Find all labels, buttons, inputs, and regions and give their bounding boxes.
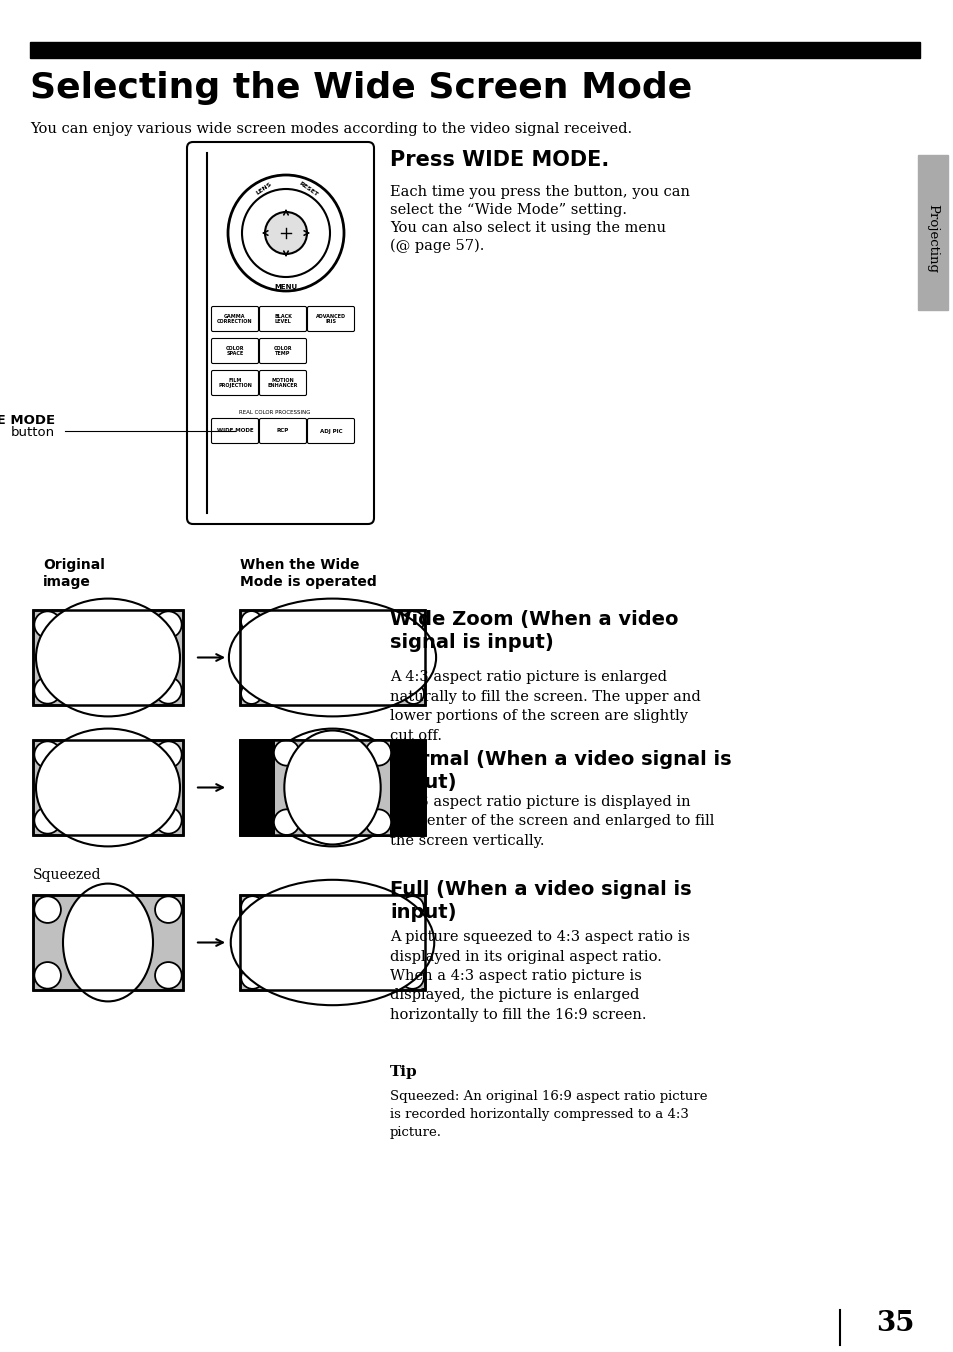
Ellipse shape (262, 729, 402, 846)
Ellipse shape (155, 963, 181, 988)
Ellipse shape (34, 896, 61, 923)
Bar (240, 610, 424, 704)
Text: Full (When a video signal is
input): Full (When a video signal is input) (390, 880, 691, 922)
Ellipse shape (36, 599, 180, 717)
Ellipse shape (34, 963, 61, 988)
Circle shape (241, 611, 262, 631)
Circle shape (274, 740, 299, 765)
Bar (240, 895, 424, 990)
Text: You can enjoy various wide screen modes according to the video signal received.: You can enjoy various wide screen modes … (30, 122, 632, 137)
Text: ADVANCED
IRIS: ADVANCED IRIS (315, 314, 346, 324)
Circle shape (34, 807, 61, 834)
Text: Squeezed: Squeezed (33, 868, 101, 882)
Circle shape (155, 807, 181, 834)
FancyBboxPatch shape (212, 338, 258, 364)
Circle shape (402, 611, 423, 631)
Bar (240, 740, 424, 836)
FancyBboxPatch shape (212, 370, 258, 396)
Circle shape (241, 967, 264, 988)
FancyBboxPatch shape (259, 338, 306, 364)
Text: (@ page 57).: (@ page 57). (390, 239, 484, 253)
Circle shape (400, 896, 423, 919)
FancyBboxPatch shape (259, 307, 306, 331)
Circle shape (155, 677, 181, 703)
Circle shape (365, 740, 391, 765)
Text: BLACK
LEVEL: BLACK LEVEL (274, 314, 292, 324)
Text: Wide Zoom (When a video
signal is input): Wide Zoom (When a video signal is input) (390, 610, 678, 653)
Text: Each time you press the button, you can: Each time you press the button, you can (390, 185, 689, 199)
Text: Squeezed: An original 16:9 aspect ratio picture
is recorded horizontally compres: Squeezed: An original 16:9 aspect ratio … (390, 1090, 707, 1138)
Bar (240, 740, 424, 836)
Text: Original
image: Original image (43, 558, 105, 589)
Text: RCP: RCP (276, 429, 289, 434)
Text: Press WIDE MODE.: Press WIDE MODE. (390, 150, 609, 170)
Circle shape (155, 741, 181, 768)
Circle shape (365, 810, 391, 836)
Text: RESET: RESET (297, 181, 318, 197)
Text: select the “Wide Mode” setting.: select the “Wide Mode” setting. (390, 203, 626, 218)
Bar (33, 740, 183, 836)
Circle shape (402, 683, 423, 704)
Text: REAL COLOR PROCESSING: REAL COLOR PROCESSING (239, 410, 311, 415)
Ellipse shape (284, 730, 380, 845)
Bar (240, 895, 424, 990)
Text: MENU: MENU (274, 284, 297, 289)
Text: Tip: Tip (390, 1065, 417, 1079)
Text: When the Wide
Mode is operated: When the Wide Mode is operated (240, 558, 376, 589)
Text: Projecting: Projecting (925, 204, 939, 273)
Text: ADJ PIC: ADJ PIC (319, 429, 342, 434)
Circle shape (34, 611, 61, 638)
Circle shape (265, 212, 307, 254)
Bar (240, 740, 274, 836)
Bar (240, 610, 424, 704)
FancyBboxPatch shape (259, 370, 306, 396)
Text: 35: 35 (875, 1310, 913, 1337)
Text: COLOR
TEMP: COLOR TEMP (274, 346, 292, 357)
FancyBboxPatch shape (307, 419, 355, 443)
Text: WIDE MODE: WIDE MODE (216, 429, 253, 434)
Circle shape (241, 683, 262, 704)
Ellipse shape (36, 729, 180, 846)
Text: A 4:3 aspect ratio picture is displayed in
the center of the screen and enlarged: A 4:3 aspect ratio picture is displayed … (390, 795, 714, 848)
Circle shape (34, 741, 61, 768)
Bar (33, 740, 183, 836)
Text: You can also select it using the menu: You can also select it using the menu (390, 220, 665, 235)
Bar (33, 895, 183, 990)
Text: GAMMA
CORRECTION: GAMMA CORRECTION (217, 314, 253, 324)
FancyBboxPatch shape (212, 307, 258, 331)
Circle shape (274, 810, 299, 836)
FancyBboxPatch shape (307, 307, 355, 331)
Bar (390, 740, 424, 836)
Text: LENS: LENS (254, 181, 273, 196)
Bar (33, 610, 183, 704)
Bar (30, 42, 919, 58)
Text: FILM
PROJECTION: FILM PROJECTION (218, 377, 252, 388)
Text: WIDE MODE: WIDE MODE (0, 414, 55, 427)
Text: Normal (When a video signal is
input): Normal (When a video signal is input) (390, 750, 731, 792)
Bar (392, 740, 424, 836)
Bar (917, 155, 947, 310)
Bar (33, 895, 183, 990)
Bar (240, 740, 424, 836)
FancyBboxPatch shape (187, 142, 374, 525)
Text: MOTION
ENHANCER: MOTION ENHANCER (268, 377, 298, 388)
Bar (33, 610, 183, 704)
Text: Selecting the Wide Screen Mode: Selecting the Wide Screen Mode (30, 72, 692, 105)
FancyBboxPatch shape (259, 419, 306, 443)
Ellipse shape (229, 599, 436, 717)
Ellipse shape (231, 880, 434, 1005)
Bar (240, 740, 424, 836)
Circle shape (241, 896, 264, 919)
Circle shape (155, 611, 181, 638)
Circle shape (34, 677, 61, 703)
Text: button: button (10, 426, 55, 439)
Bar (240, 740, 273, 836)
Text: COLOR
SPACE: COLOR SPACE (226, 346, 244, 357)
Text: A 4:3 aspect ratio picture is enlarged
naturally to fill the screen. The upper a: A 4:3 aspect ratio picture is enlarged n… (390, 671, 700, 742)
FancyBboxPatch shape (212, 419, 258, 443)
Ellipse shape (155, 896, 181, 923)
Text: A picture squeezed to 4:3 aspect ratio is
displayed in its original aspect ratio: A picture squeezed to 4:3 aspect ratio i… (390, 930, 689, 1022)
Circle shape (400, 967, 423, 988)
Ellipse shape (63, 884, 152, 1002)
